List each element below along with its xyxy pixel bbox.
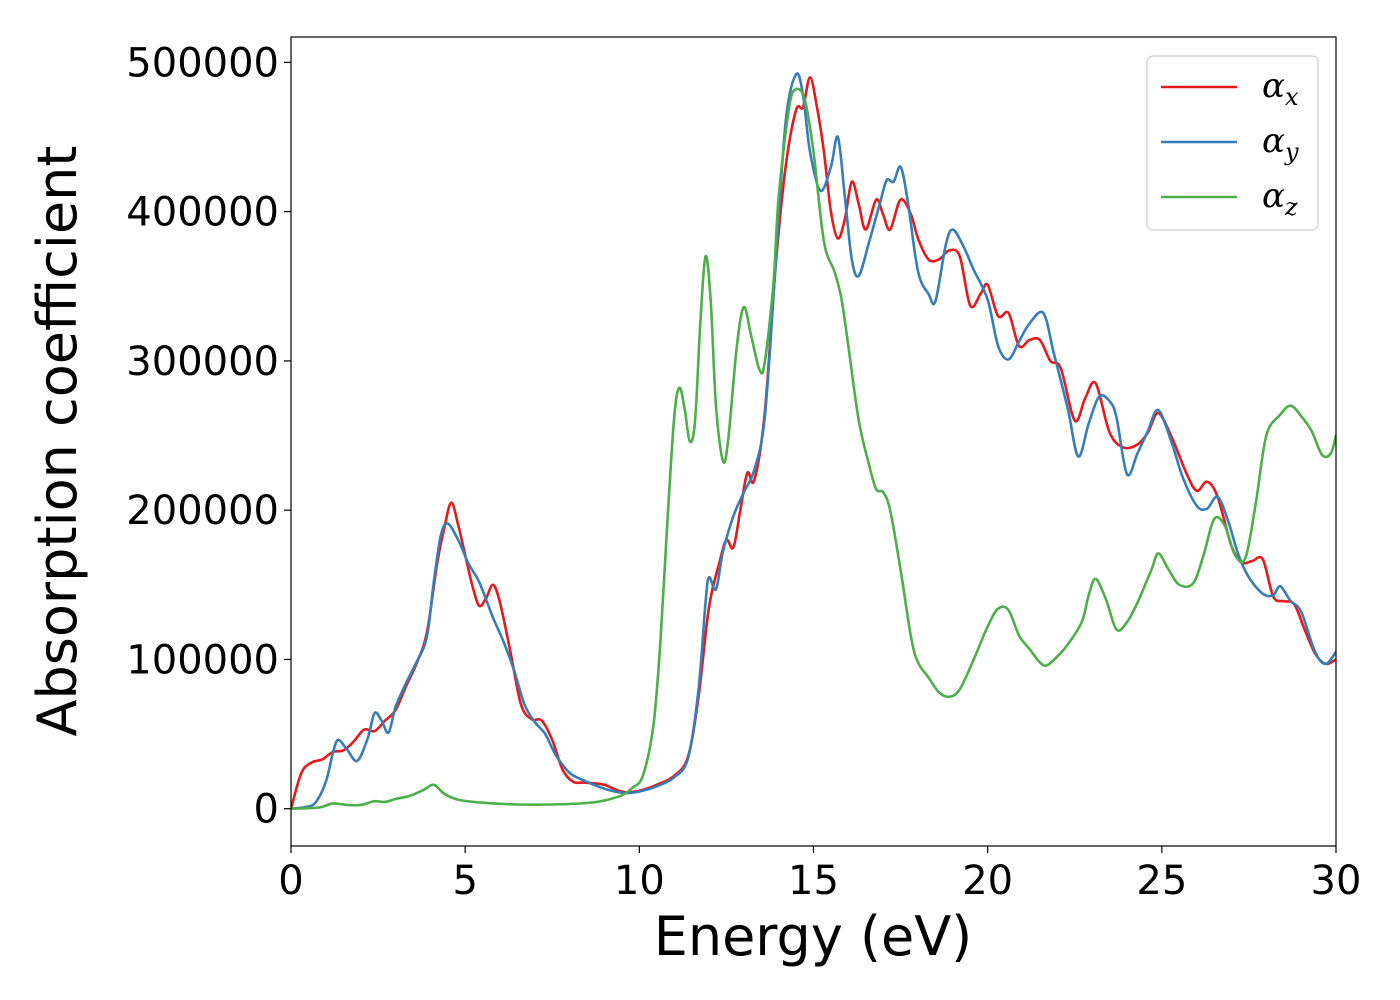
y-axis-title: Absorption coefficient <box>26 146 89 737</box>
x-axis-title: Energy (eV) <box>654 905 973 968</box>
x-tick-label: 10 <box>614 858 665 904</box>
y-tick-label: 500000 <box>126 40 279 86</box>
x-tick-label: 30 <box>1311 858 1362 904</box>
series-line-alpha-x <box>291 76 1336 810</box>
series-line-alpha-z <box>291 87 1336 810</box>
y-tick-label: 200000 <box>126 488 279 534</box>
y-axis-ticks: 0 100000 200000 300000 400000 500000 <box>126 40 291 833</box>
x-tick-label: 0 <box>278 858 303 904</box>
y-tick-label: 400000 <box>126 190 279 236</box>
series-layer <box>291 72 1336 810</box>
x-tick-label: 25 <box>1136 858 1187 904</box>
y-tick-label: 300000 <box>126 339 279 385</box>
x-tick-label: 20 <box>962 858 1013 904</box>
x-tick-label: 15 <box>788 858 839 904</box>
x-axis-ticks: 0 5 10 15 20 25 30 <box>278 846 1361 904</box>
y-tick-label: 0 <box>254 787 279 833</box>
y-tick-label: 100000 <box>126 637 279 683</box>
x-tick-label: 5 <box>452 858 477 904</box>
series-line-alpha-y <box>291 72 1336 810</box>
